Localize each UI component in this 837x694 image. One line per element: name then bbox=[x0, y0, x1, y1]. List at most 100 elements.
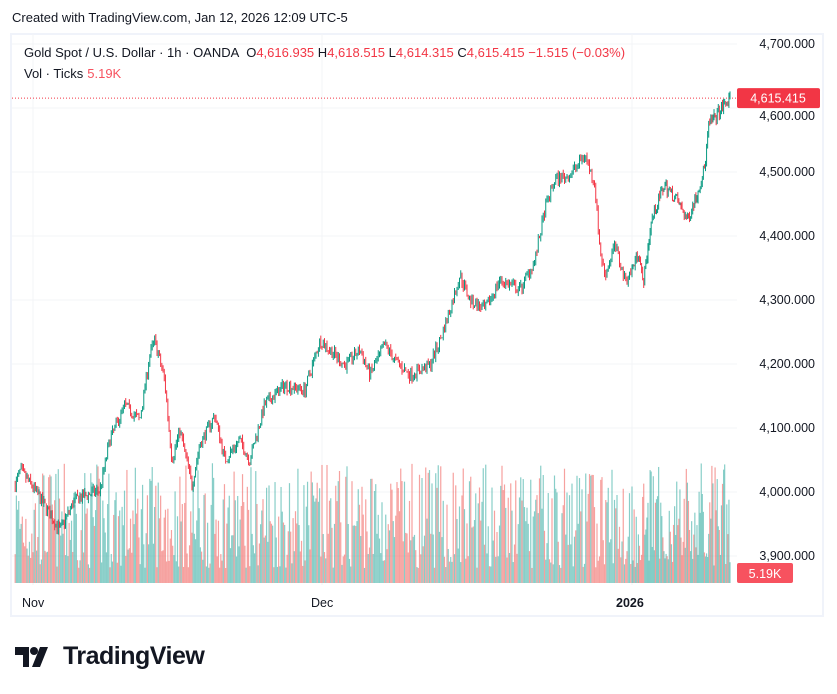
volume-bar bbox=[457, 548, 459, 583]
volume-bar bbox=[386, 549, 388, 583]
volume-bar bbox=[607, 487, 609, 583]
time-axis[interactable]: Nov Dec 2026 bbox=[22, 596, 644, 610]
volume-bar bbox=[211, 463, 214, 583]
volume-bar bbox=[575, 530, 577, 583]
volume-bar bbox=[158, 518, 161, 583]
price-axis[interactable]: 4,700.000 4,600.000 4,500.000 4,400.000 4,30… bbox=[759, 37, 815, 563]
volume-bar bbox=[416, 567, 418, 583]
volume-bar bbox=[557, 541, 559, 583]
volume-bar bbox=[378, 538, 381, 583]
volume-label[interactable]: Vol · Ticks bbox=[24, 66, 84, 81]
volume-bar bbox=[400, 468, 402, 583]
volume-bar bbox=[702, 511, 704, 583]
volume-bar bbox=[525, 521, 527, 583]
volume-bar bbox=[293, 551, 295, 583]
volume-bar bbox=[612, 563, 614, 583]
volume-bar bbox=[613, 499, 616, 583]
volume-bar bbox=[120, 565, 122, 583]
volume-bar bbox=[133, 524, 135, 583]
volume-bar bbox=[250, 467, 252, 583]
volume-bar bbox=[219, 567, 221, 583]
volume-bar bbox=[475, 493, 477, 583]
volume-bar bbox=[328, 500, 331, 583]
volume-bar bbox=[111, 561, 114, 583]
volume-bar bbox=[603, 564, 606, 583]
volume-bar bbox=[520, 477, 522, 583]
tradingview-logo-icon bbox=[15, 646, 48, 667]
volume-bar bbox=[403, 481, 406, 583]
volume-bar bbox=[450, 556, 452, 583]
volume-badge: 5.19K bbox=[737, 563, 793, 583]
volume-bar bbox=[472, 526, 474, 583]
volume-bar bbox=[693, 534, 695, 583]
volume-bar bbox=[522, 479, 524, 583]
volume-bar bbox=[24, 546, 26, 583]
volume-bar bbox=[150, 480, 152, 583]
time-tick-label: 2026 bbox=[616, 596, 644, 610]
volume-bar bbox=[577, 523, 579, 583]
volume-bar bbox=[215, 519, 217, 583]
volume-bar bbox=[48, 477, 50, 583]
tradingview-logo[interactable]: TradingView bbox=[15, 642, 205, 671]
volume-bar bbox=[68, 522, 70, 583]
volume-bar bbox=[148, 544, 150, 583]
volume-bar bbox=[368, 547, 371, 583]
volume-bar bbox=[676, 481, 678, 583]
volume-bar bbox=[287, 531, 289, 583]
volume-bar bbox=[51, 504, 53, 583]
volume-bar bbox=[452, 472, 454, 583]
volume-bar bbox=[623, 564, 626, 583]
volume-bar bbox=[547, 493, 549, 583]
volume-bar bbox=[31, 533, 33, 583]
volume-bar bbox=[715, 510, 717, 583]
volume-bar bbox=[15, 495, 17, 583]
volume-bar bbox=[99, 491, 102, 583]
volume-bar bbox=[689, 551, 692, 583]
volume-bar bbox=[137, 498, 139, 583]
logo-text: TradingView bbox=[63, 642, 205, 670]
volume-bar bbox=[76, 560, 79, 583]
volume-bar bbox=[276, 566, 279, 583]
volume-bar bbox=[80, 530, 82, 583]
volume-bar bbox=[436, 487, 438, 583]
volume-bar bbox=[493, 510, 496, 583]
volume-bar bbox=[686, 482, 688, 583]
volume-bar bbox=[291, 563, 293, 583]
volume-bar bbox=[228, 495, 230, 583]
volume-bar bbox=[719, 554, 722, 583]
volume-bar bbox=[278, 516, 280, 583]
high-label: H bbox=[317, 45, 328, 60]
volume-bar bbox=[259, 524, 262, 583]
volume-bar bbox=[431, 483, 433, 583]
volume-bar bbox=[266, 487, 268, 583]
price-tick-label: 4,200.000 bbox=[759, 357, 815, 371]
volume-bar bbox=[327, 533, 329, 583]
volume-bar bbox=[27, 555, 29, 583]
volume-bar bbox=[396, 482, 398, 583]
volume-bar bbox=[79, 560, 81, 583]
volume-bar bbox=[451, 561, 453, 583]
volume-bar bbox=[682, 541, 684, 583]
volume-bar bbox=[654, 502, 657, 583]
volume-bar bbox=[536, 495, 538, 583]
symbol-title[interactable]: Gold Spot / U.S. Dollar · 1h · OANDA bbox=[24, 45, 239, 60]
volume-bar bbox=[55, 473, 57, 583]
volume-bar bbox=[723, 469, 725, 583]
volume-bar bbox=[621, 541, 623, 583]
volume-bar bbox=[677, 525, 679, 583]
volume-bar bbox=[553, 475, 556, 583]
volume-bar bbox=[105, 552, 108, 583]
volume-bar bbox=[58, 498, 61, 583]
volume-bar bbox=[515, 480, 517, 583]
volume-bar bbox=[387, 524, 389, 583]
volume-bar bbox=[358, 504, 361, 583]
volume-bar bbox=[325, 558, 327, 583]
volume-bar bbox=[49, 474, 51, 583]
volume-bar bbox=[174, 491, 176, 583]
volume-bar bbox=[593, 507, 596, 583]
volume-bar bbox=[273, 567, 275, 583]
volume-bar bbox=[683, 498, 685, 583]
volume-bar bbox=[280, 486, 282, 583]
volume-bar bbox=[595, 567, 597, 583]
